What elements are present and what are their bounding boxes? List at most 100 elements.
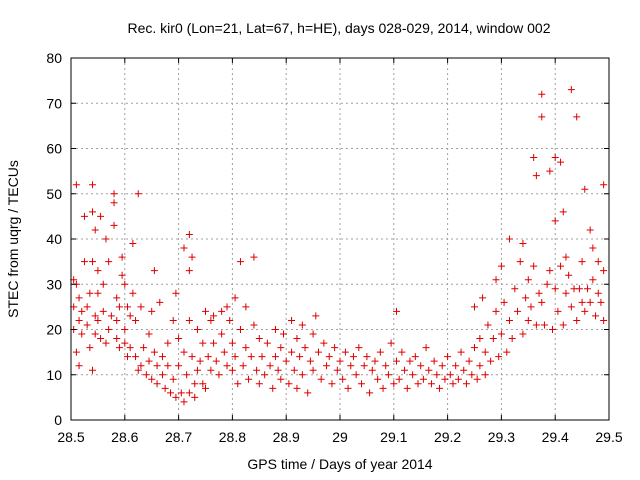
- data-point: [145, 357, 153, 365]
- data-point: [384, 371, 392, 379]
- data-point: [218, 330, 226, 338]
- data-points: [70, 86, 608, 406]
- data-point: [519, 330, 527, 338]
- data-point: [320, 339, 328, 347]
- data-point: [532, 321, 540, 329]
- data-point: [476, 335, 484, 343]
- data-point: [497, 262, 505, 270]
- data-point: [242, 303, 250, 311]
- data-point: [481, 348, 489, 356]
- data-point: [446, 371, 454, 379]
- x-tick-label: 29.3: [488, 429, 515, 445]
- data-point: [266, 362, 274, 370]
- data-point: [105, 258, 113, 266]
- data-point: [253, 366, 261, 374]
- data-point: [261, 371, 269, 379]
- data-point: [559, 321, 567, 329]
- data-point: [91, 312, 99, 320]
- data-point: [535, 289, 543, 297]
- data-point: [551, 154, 559, 162]
- data-point: [586, 226, 594, 234]
- data-point: [97, 335, 105, 343]
- data-point: [425, 366, 433, 374]
- data-point: [121, 339, 129, 347]
- data-point: [355, 344, 363, 352]
- data-point: [220, 348, 228, 356]
- data-point: [527, 303, 535, 311]
- x-tick-label: 28.8: [219, 429, 246, 445]
- data-point: [487, 357, 495, 365]
- data-point: [433, 371, 441, 379]
- data-point: [301, 344, 309, 352]
- data-point: [409, 371, 417, 379]
- data-point: [75, 316, 83, 324]
- data-point: [557, 158, 565, 166]
- data-point: [167, 389, 175, 397]
- data-point: [277, 375, 285, 383]
- data-point: [177, 389, 185, 397]
- data-point: [115, 344, 123, 352]
- data-point: [557, 262, 565, 270]
- data-point: [164, 362, 172, 370]
- data-point: [231, 353, 239, 361]
- data-point: [492, 307, 500, 315]
- data-point: [589, 244, 597, 252]
- data-point: [280, 330, 288, 338]
- data-point: [481, 371, 489, 379]
- data-point: [594, 289, 602, 297]
- data-point: [414, 380, 422, 388]
- data-point: [581, 307, 589, 315]
- data-point: [476, 362, 484, 370]
- data-point: [191, 380, 199, 388]
- data-point: [401, 366, 409, 374]
- data-point: [113, 294, 121, 302]
- data-point: [398, 348, 406, 356]
- data-point: [374, 375, 382, 383]
- data-point: [99, 280, 107, 288]
- data-point: [185, 316, 193, 324]
- data-point: [121, 326, 129, 333]
- data-point: [83, 303, 91, 311]
- data-point: [86, 289, 94, 297]
- data-point: [465, 357, 473, 365]
- data-point: [223, 362, 231, 370]
- data-point: [578, 258, 586, 266]
- data-point: [581, 185, 589, 193]
- data-point: [551, 285, 559, 293]
- x-tick-label: 28.7: [165, 429, 192, 445]
- data-point: [89, 208, 97, 216]
- data-point: [75, 294, 83, 302]
- data-point: [592, 312, 600, 320]
- data-point: [519, 240, 527, 248]
- data-point: [185, 267, 193, 275]
- data-point: [137, 362, 145, 370]
- data-point: [312, 312, 320, 320]
- data-point: [511, 285, 519, 293]
- data-point: [376, 348, 384, 356]
- data-point: [382, 362, 390, 370]
- data-point: [392, 357, 400, 365]
- data-point: [347, 362, 355, 370]
- data-point: [497, 330, 505, 338]
- data-point: [94, 289, 102, 297]
- y-tick-label: 30: [46, 276, 62, 292]
- data-point: [471, 344, 478, 352]
- data-point: [387, 339, 395, 347]
- data-point: [236, 258, 244, 266]
- data-point: [358, 380, 366, 388]
- data-point: [210, 339, 218, 347]
- data-point: [457, 348, 465, 356]
- data-point: [309, 330, 317, 338]
- data-point: [161, 384, 169, 392]
- data-point: [234, 380, 242, 388]
- data-point: [80, 212, 88, 220]
- data-point: [594, 258, 602, 266]
- data-point: [102, 339, 110, 347]
- data-point: [199, 380, 207, 388]
- data-point: [392, 307, 400, 315]
- y-tick-label: 60: [46, 141, 62, 157]
- data-point: [368, 366, 376, 374]
- data-point: [505, 235, 513, 243]
- data-point: [150, 267, 158, 275]
- data-point: [99, 307, 107, 315]
